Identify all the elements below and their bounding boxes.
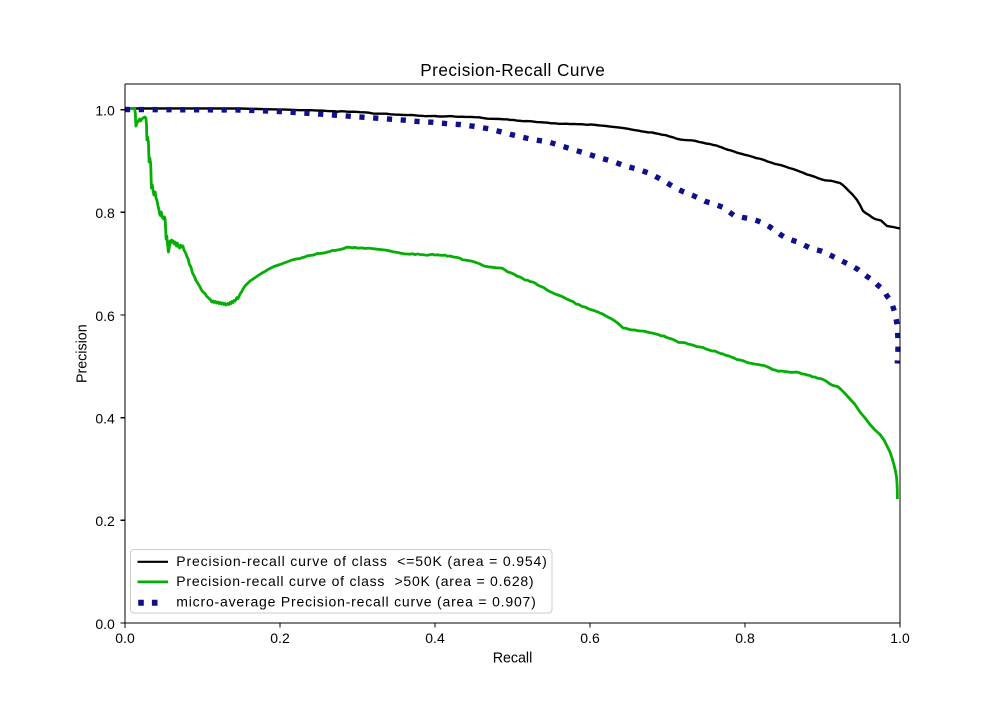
svg-text:1.0: 1.0 bbox=[890, 630, 910, 646]
svg-text:0.4: 0.4 bbox=[425, 630, 445, 646]
svg-text:0.0: 0.0 bbox=[115, 630, 135, 646]
svg-text:1.0: 1.0 bbox=[95, 103, 115, 119]
svg-text:Recall: Recall bbox=[493, 651, 533, 667]
svg-text:Precision: Precision bbox=[75, 324, 91, 383]
svg-text:0.0: 0.0 bbox=[95, 616, 115, 632]
svg-text:0.6: 0.6 bbox=[580, 630, 600, 646]
svg-text:Precision-recall curve of clas: Precision-recall curve of class <=50K (a… bbox=[176, 553, 547, 569]
svg-text:0.2: 0.2 bbox=[95, 513, 115, 529]
svg-text:0.2: 0.2 bbox=[270, 630, 290, 646]
svg-text:0.4: 0.4 bbox=[95, 410, 115, 426]
svg-text:Precision-recall curve of clas: Precision-recall curve of class >50K (ar… bbox=[176, 573, 533, 589]
svg-text:0.8: 0.8 bbox=[95, 205, 115, 221]
svg-text:micro-average Precision-recall: micro-average Precision-recall curve (ar… bbox=[176, 594, 536, 610]
svg-text:0.8: 0.8 bbox=[735, 630, 755, 646]
svg-text:0.6: 0.6 bbox=[95, 308, 115, 324]
svg-text:Precision-Recall Curve: Precision-Recall Curve bbox=[420, 60, 605, 80]
